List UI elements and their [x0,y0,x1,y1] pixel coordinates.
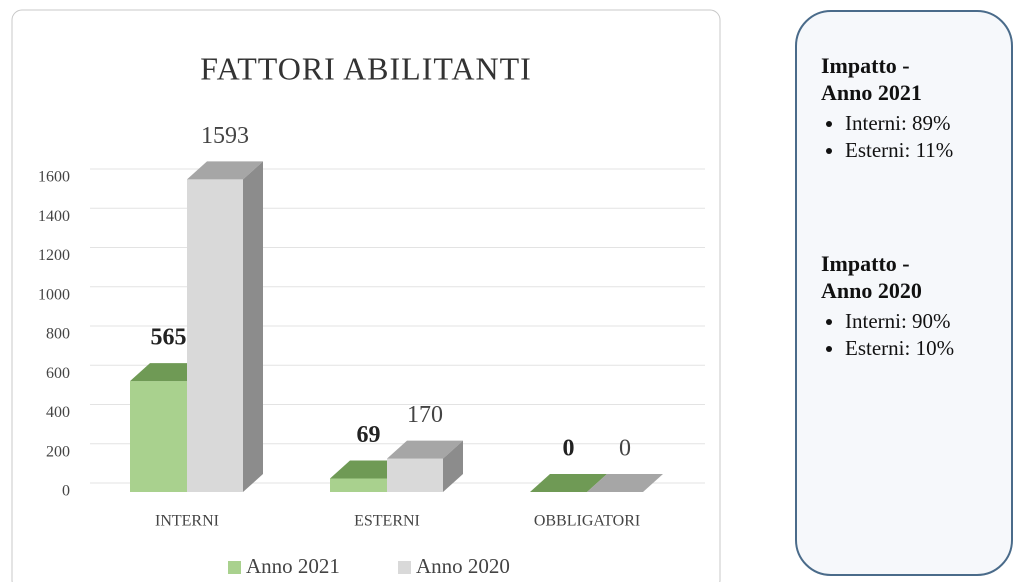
data-label: 0 [619,436,631,462]
legend-label: Anno 2020 [416,554,510,578]
bar [330,478,387,492]
x-tick-label: ESTERNI [354,513,420,530]
bar-top [187,161,263,180]
bullet-item: Esterni: 11% [845,137,985,164]
bar-top [387,440,463,459]
bar [387,458,443,492]
bullet-item: Interni: 90% [845,308,985,335]
data-label: 69 [357,422,381,448]
legend-swatch [228,561,241,574]
legend-label: Anno 2021 [246,554,340,578]
data-label: 0 [563,436,575,462]
data-label: 565 [151,325,187,351]
panel-heading: Impatto - Anno 2021 [821,53,922,105]
bullet-item: Esterni: 10% [845,335,985,362]
legend-swatch [398,561,411,574]
y-tick-label: 1600 [38,169,70,186]
bar [130,381,187,492]
y-tick-label: 1000 [38,286,70,303]
bullet-item: Interni: 89% [845,110,985,137]
panel-heading: Impatto - Anno 2020 [821,251,922,303]
y-tick-label: 1200 [38,247,70,264]
chart-title: FATTORI ABILITANTI [200,50,532,86]
x-tick-label: INTERNI [155,513,219,530]
text-panel: Impatto - Anno 2021Interni: 89%Esterni: … [795,10,1013,576]
bullet-list: Interni: 89%Esterni: 11% [821,110,1001,164]
bullet-list: Interni: 90%Esterni: 10% [821,308,1001,362]
chart: FATTORI ABILITANTI 0 200 400 600 800 1000 1200… [11,9,721,582]
bar-top [587,474,663,492]
y-tick-label: 600 [46,365,70,382]
panel-section: Impatto - Anno 2021Interni: 89%Esterni: … [821,52,1001,164]
x-tick-label: OBBLIGATORI [534,513,640,530]
data-label: 1593 [201,123,249,149]
y-tick-label: 200 [46,443,70,460]
panel-section: Impatto - Anno 2020Interni: 90%Esterni: … [821,250,1001,362]
bar [187,179,243,492]
y-tick-label: 400 [46,404,70,421]
chart-frame [11,9,721,582]
y-tick-label: 800 [46,326,70,343]
bar-side [243,161,263,492]
bar-side [443,440,463,492]
bar-top [530,474,607,492]
data-label: 170 [407,402,443,428]
y-tick-label: 1400 [38,208,70,225]
y-tick-label: 0 [62,483,70,500]
